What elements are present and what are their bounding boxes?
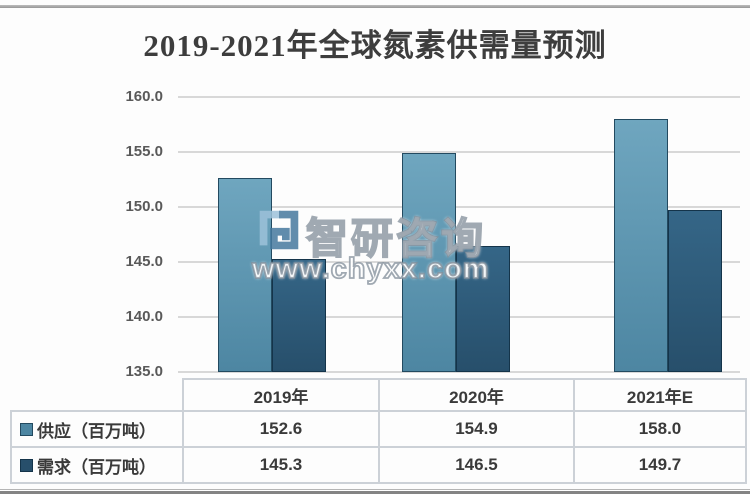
series-label: 供应（百万吨） (37, 421, 156, 441)
supply-bar (402, 153, 456, 372)
series-label-cell: 需求（百万吨） (12, 448, 182, 482)
table-header-year: 2019年 (253, 387, 309, 407)
table-header-year: 2020年 (449, 387, 504, 407)
table-value-cell: 154.9 (455, 419, 498, 438)
table-border-line (182, 378, 184, 484)
supply-bar (614, 119, 668, 372)
table-border-line (378, 378, 380, 484)
legend-swatch-supply (20, 422, 33, 436)
bottom-border-line (0, 489, 750, 494)
table-value-cell: 158.0 (638, 419, 682, 438)
table-value-cell: 152.6 (259, 419, 303, 438)
y-axis-tick-label: 145.0 (125, 253, 163, 270)
y-axis-tick-label: 160.0 (125, 88, 163, 105)
supply-bar (218, 178, 272, 372)
table-value-cell: 146.5 (455, 455, 498, 474)
series-label: 需求（百万吨） (37, 457, 156, 477)
table-header-year: 2021年E (626, 387, 694, 407)
demand-bar (272, 258, 326, 372)
chart-title: 2019-2021年全球氮素供需量预测 (143, 28, 607, 63)
demand-bar (456, 245, 510, 372)
top-border-line (0, 5, 750, 8)
table-border-line (745, 378, 747, 484)
y-axis-tick-label: 140.0 (125, 308, 163, 325)
gridline (178, 96, 740, 98)
y-axis-tick-label: 135.0 (125, 363, 163, 380)
table-border-line (10, 410, 12, 484)
table-border-line (573, 378, 575, 484)
gridline (178, 151, 740, 153)
gridline (178, 371, 740, 373)
legend-swatch-demand (20, 458, 33, 472)
table-value-cell: 145.3 (259, 455, 303, 474)
table-value-cell: 149.7 (638, 455, 682, 474)
table-border-line (182, 378, 747, 380)
gridline (178, 206, 740, 208)
y-axis-tick-label: 155.0 (125, 143, 163, 160)
demand-bar (668, 210, 722, 372)
series-label-cell: 供应（百万吨） (12, 412, 182, 446)
y-axis-tick-label: 150.0 (125, 198, 163, 215)
